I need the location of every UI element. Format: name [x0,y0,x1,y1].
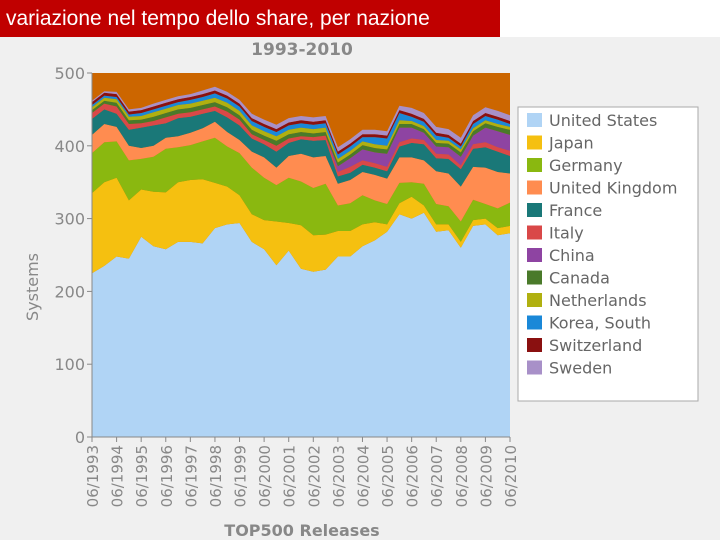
legend-entry: Switzerland [549,336,642,355]
x-tick-label: 06/2004 [354,445,372,507]
area-series-7 [92,100,510,167]
legend-swatch [527,225,542,240]
legend-entry: United States [549,111,657,130]
legend-swatch [527,180,542,195]
x-axis-label: TOP500 Releases [224,521,379,540]
y-tick-label: 300 [54,210,85,229]
area-series-6 [92,103,510,172]
legend-entry: Germany [549,156,623,175]
legend-swatch [527,293,542,307]
x-tick-label: 06/1996 [158,445,176,507]
x-tick-label: 06/2006 [404,445,422,507]
legend: United States Japan Germany United Kingdom F… [517,106,699,402]
chart-panel: 1993-2010 Systems TOP500 Releases 0 100 20… [0,37,720,540]
area-series-10 [92,90,510,155]
y-axis-label: Systems [23,253,42,321]
area-series-3 [92,121,510,222]
area-series-11 [92,86,510,152]
x-tick-label: 06/1993 [84,445,102,507]
legend-swatch [527,315,542,330]
legend-swatch [527,158,542,172]
y-tick-label: 500 [54,64,85,83]
x-tick-label: 06/2007 [428,445,446,507]
chart-title: 1993-2010 [251,40,353,60]
legend-entry: Italy [549,224,584,243]
legend-swatch [527,248,542,262]
x-tick-label: 06/2009 [477,445,495,507]
area-series-0 [92,212,510,437]
x-tick-label: 06/2002 [305,445,323,507]
x-tick-label: 06/2010 [502,445,520,507]
x-tick-label: 06/1994 [109,445,127,507]
x-tick-label: 06/1998 [207,445,225,507]
y-tick-label: 100 [54,355,85,374]
legend-swatch [527,360,542,375]
x-tick-label: 06/1997 [182,445,200,507]
legend-swatch [527,203,542,217]
legend-swatch [527,338,542,352]
legend-entry: Korea, South [549,314,651,333]
legend-entry: France [549,201,602,220]
legend-swatch [527,270,542,285]
x-tick-label: 06/2003 [330,445,348,507]
y-tick-label: 400 [54,137,85,156]
legend-entry: Netherlands [549,291,647,310]
x-tick-label: 06/1999 [232,445,250,507]
area-series-2 [92,137,510,242]
legend-entry: China [549,246,595,265]
x-tick-label: 06/2000 [256,445,274,507]
x-tick-label: 06/2005 [379,445,397,507]
legend-entry: Japan [548,134,594,153]
legend-swatch [527,135,542,150]
x-axis: 06/1993 06/1994 06/1995 06/1996 06/1997 06/19… [84,436,520,507]
area-series-4 [92,109,510,187]
area-layers [92,86,510,437]
y-tick-label: 200 [54,282,85,301]
area-series-9 [92,93,510,159]
legend-entry: United Kingdom [549,179,677,198]
legend-swatch [527,113,542,127]
x-tick-label: 06/2008 [453,445,471,507]
legend-entry: Canada [549,269,610,288]
area-series-8 [92,97,510,163]
legend-entry: Sweden [549,359,612,378]
y-axis: 0 100 200 300 400 500 [54,64,93,447]
x-tick-label: 06/2001 [281,445,299,507]
y-tick-label: 0 [75,428,85,447]
area-series-1 [92,177,510,274]
chart-svg: 1993-2010 Systems TOP500 Releases 0 100 20… [23,40,699,540]
x-tick-label: 06/1995 [133,445,151,507]
slide-title: variazione nel tempo dello share, per na… [0,0,500,37]
legend-box [517,106,699,402]
